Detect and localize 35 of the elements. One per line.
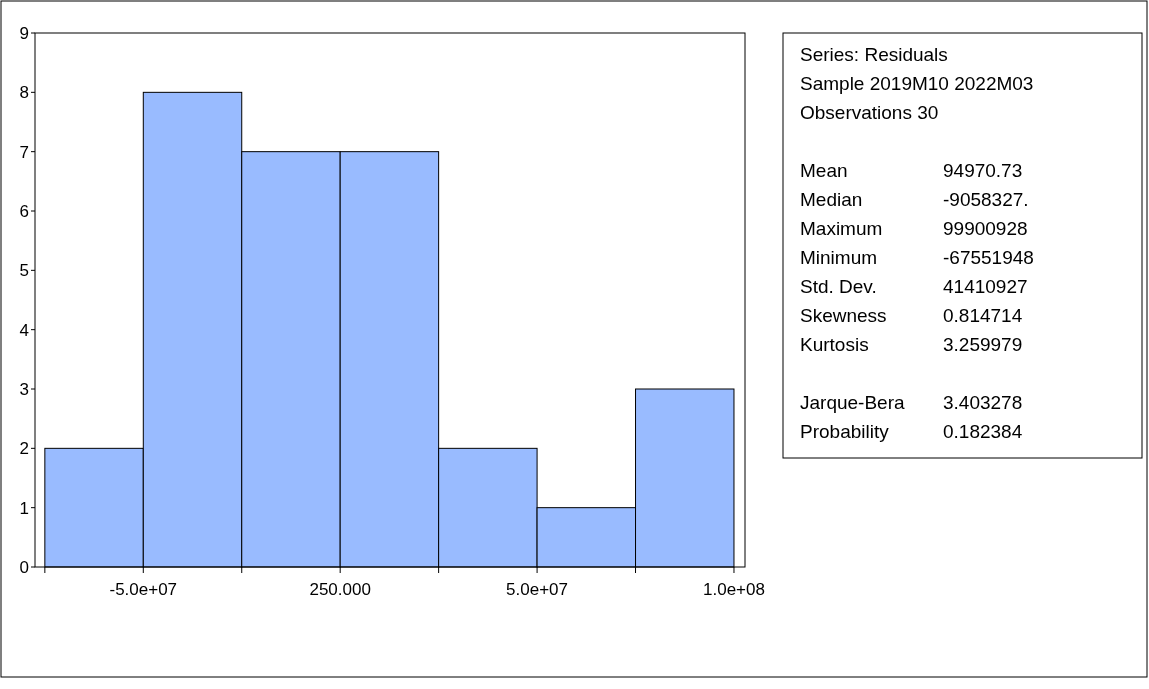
text: Sample 2019M10 2022M03 — [800, 73, 1034, 94]
text: Median — [800, 189, 863, 210]
x-tick-label: -5.0e+07 — [109, 580, 178, 599]
text: -67551948 — [943, 247, 1034, 268]
x-tick-label: 1.0e+08 — [703, 580, 765, 599]
x-tick-label: 250.000 — [309, 580, 371, 599]
text: 0.814714 — [943, 305, 1023, 326]
y-tick-label: 1 — [19, 498, 29, 518]
text: 3.259979 — [943, 334, 1023, 355]
text: Jarque-Bera — [800, 392, 905, 413]
text: 0.182384 — [943, 421, 1023, 442]
y-tick-label: 7 — [19, 142, 29, 162]
text: Minimum — [800, 247, 878, 268]
text: 41410927 — [943, 276, 1028, 297]
y-tick-label: 6 — [19, 201, 29, 221]
text: -9058327. — [943, 189, 1029, 210]
y-tick-label: 5 — [19, 261, 29, 281]
text: Series: Residuals — [800, 44, 948, 65]
y-tick-label: 0 — [19, 557, 29, 577]
text: Mean — [800, 160, 848, 181]
text: Std. Dev. — [800, 276, 877, 297]
text: Observations 30 — [800, 102, 939, 123]
text: 94970.73 — [943, 160, 1023, 181]
y-tick-label: 9 — [19, 23, 29, 43]
y-tick-label: 2 — [19, 439, 29, 459]
x-tick-label: 5.0e+07 — [506, 580, 569, 599]
y-tick-label: 3 — [19, 379, 29, 399]
text: 3.403278 — [943, 392, 1023, 413]
text: 99900928 — [943, 218, 1028, 239]
text: Probability — [800, 421, 890, 442]
text: Maximum — [800, 218, 883, 239]
y-tick-label: 8 — [19, 83, 29, 103]
y-tick-label: 4 — [19, 320, 29, 340]
text: Skewness — [800, 305, 887, 326]
text: Kurtosis — [800, 334, 869, 355]
